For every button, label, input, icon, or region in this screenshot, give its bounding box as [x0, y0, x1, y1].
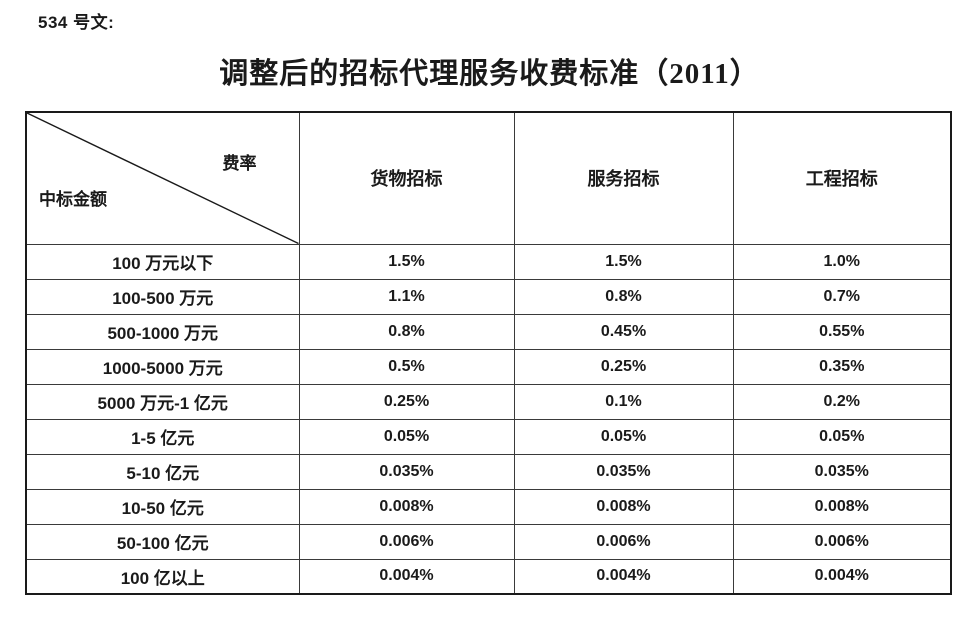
fee-value-cell: 1.0%	[732, 243, 952, 280]
table-row: 1-5 亿元 0.05% 0.05% 0.05%	[25, 418, 952, 455]
fee-value-cell: 0.05%	[732, 418, 952, 455]
fee-value-cell: 0.8%	[298, 313, 515, 350]
table-row: 100 亿以上 0.004% 0.004% 0.004%	[25, 558, 952, 595]
table-row: 50-100 亿元 0.006% 0.006% 0.006%	[25, 523, 952, 560]
fee-value-cell: 0.004%	[298, 558, 515, 595]
diagonal-divider	[27, 113, 299, 244]
row-label-cell: 100 亿以上	[25, 558, 300, 595]
fee-value-cell: 0.55%	[732, 313, 952, 350]
fee-value-cell: 0.008%	[298, 488, 515, 525]
row-label-cell: 10-50 亿元	[25, 488, 300, 525]
table-row: 100-500 万元 1.1% 0.8% 0.7%	[25, 278, 952, 315]
table-row: 500-1000 万元 0.8% 0.45% 0.55%	[25, 313, 952, 350]
fee-value-cell: 0.004%	[513, 558, 734, 595]
fee-value-cell: 1.5%	[298, 243, 515, 280]
row-label-cell: 1000-5000 万元	[25, 348, 300, 385]
fee-value-cell: 0.25%	[298, 383, 515, 420]
row-label-cell: 500-1000 万元	[25, 313, 300, 350]
document-ref-number: 534 号文:	[38, 13, 115, 32]
fee-value-cell: 1.5%	[513, 243, 734, 280]
fee-value-cell: 0.35%	[732, 348, 952, 385]
fee-value-cell: 0.2%	[732, 383, 952, 420]
fee-value-cell: 0.035%	[513, 453, 734, 490]
corner-label-amount: 中标金额	[39, 190, 107, 209]
corner-header-cell: 费率 中标金额	[25, 111, 300, 245]
table-row: 5-10 亿元 0.035% 0.035% 0.035%	[25, 453, 952, 490]
fee-value-cell: 0.006%	[732, 523, 952, 560]
row-label-cell: 5000 万元-1 亿元	[25, 383, 300, 420]
fee-value-cell: 0.7%	[732, 278, 952, 315]
fee-table: 费率 中标金额 货物招标 服务招标 工程招标 100 万元以下 1.5% 1.5…	[25, 111, 952, 595]
fee-value-cell: 0.25%	[513, 348, 734, 385]
column-header-goods: 货物招标	[298, 111, 515, 245]
fee-value-cell: 0.5%	[298, 348, 515, 385]
row-label-cell: 100 万元以下	[25, 243, 300, 280]
row-label-cell: 50-100 亿元	[25, 523, 300, 560]
fee-value-cell: 0.006%	[513, 523, 734, 560]
fee-value-cell: 0.008%	[732, 488, 952, 525]
fee-value-cell: 0.004%	[732, 558, 952, 595]
fee-value-cell: 0.45%	[513, 313, 734, 350]
column-header-engineering: 工程招标	[732, 111, 952, 245]
page-title: 调整后的招标代理服务收费标准（2011）	[219, 58, 760, 90]
fee-value-cell: 0.008%	[513, 488, 734, 525]
fee-value-cell: 0.035%	[298, 453, 515, 490]
fee-value-cell: 1.1%	[298, 278, 515, 315]
table-header-row: 费率 中标金额 货物招标 服务招标 工程招标	[25, 111, 952, 245]
row-label-cell: 1-5 亿元	[25, 418, 300, 455]
table-row: 100 万元以下 1.5% 1.5% 1.0%	[25, 243, 952, 280]
table-row: 10-50 亿元 0.008% 0.008% 0.008%	[25, 488, 952, 525]
fee-value-cell: 0.006%	[298, 523, 515, 560]
row-label-cell: 5-10 亿元	[25, 453, 300, 490]
fee-value-cell: 0.035%	[732, 453, 952, 490]
table-row: 5000 万元-1 亿元 0.25% 0.1% 0.2%	[25, 383, 952, 420]
fee-value-cell: 0.1%	[513, 383, 734, 420]
fee-value-cell: 0.05%	[513, 418, 734, 455]
row-label-cell: 100-500 万元	[25, 278, 300, 315]
corner-label-rate: 费率	[222, 154, 257, 173]
fee-value-cell: 0.05%	[298, 418, 515, 455]
table-row: 1000-5000 万元 0.5% 0.25% 0.35%	[25, 348, 952, 385]
fee-value-cell: 0.8%	[513, 278, 734, 315]
column-header-services: 服务招标	[513, 111, 734, 245]
